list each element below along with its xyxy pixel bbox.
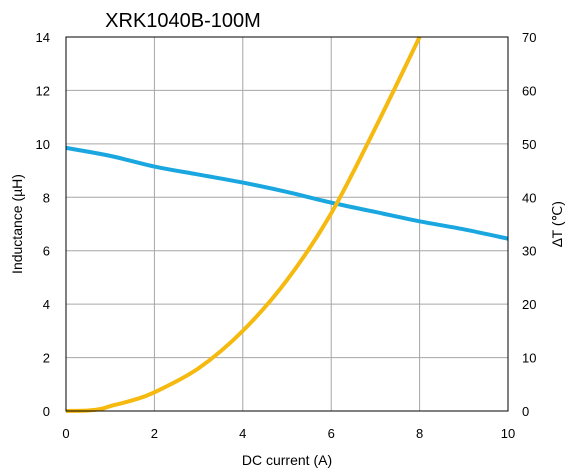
chart-title: XRK1040B-100M (105, 10, 261, 32)
x-axis-label: DC current (A) (242, 452, 332, 468)
y-axis-label: Inductance (µH) (9, 174, 25, 274)
y-tick-label: 0 (43, 404, 50, 419)
y2-tick-label: 70 (522, 30, 536, 45)
y-tick-label: 6 (43, 244, 50, 259)
y-tick-labels: 0 2 4 6 8 10 12 14 (36, 30, 50, 419)
x-tick-label: 6 (328, 426, 335, 441)
x-tick-label: 0 (62, 426, 69, 441)
y2-tick-labels: 0 10 20 30 40 50 60 70 (522, 30, 536, 419)
y2-tick-label: 20 (522, 297, 536, 312)
y2-tick-label: 30 (522, 244, 536, 259)
series-layer (65, 36, 509, 413)
y2-tick-label: 40 (522, 190, 536, 205)
y2-tick-label: 50 (522, 137, 536, 152)
x-tick-labels: 0 2 4 6 8 10 (62, 426, 515, 441)
plot-frame (65, 36, 509, 412)
x-tick-label: 4 (239, 426, 246, 441)
y2-axis-label: ∆T (℃) (549, 201, 565, 247)
y-tick-label: 4 (43, 297, 50, 312)
y-tick-label: 12 (36, 83, 50, 98)
y-tick-label: 14 (36, 30, 50, 45)
x-tick-label: 8 (416, 426, 423, 441)
temperature-rise-line (65, 36, 422, 413)
y2-tick-label: 0 (522, 404, 529, 419)
y-tick-label: 10 (36, 137, 50, 152)
x-tick-label: 2 (151, 426, 158, 441)
y2-tick-label: 10 (522, 351, 536, 366)
inductance-line (65, 145, 509, 241)
x-tick-label: 10 (501, 426, 515, 441)
y-tick-label: 8 (43, 190, 50, 205)
y2-tick-label: 60 (522, 83, 536, 98)
y-tick-label: 2 (43, 351, 50, 366)
